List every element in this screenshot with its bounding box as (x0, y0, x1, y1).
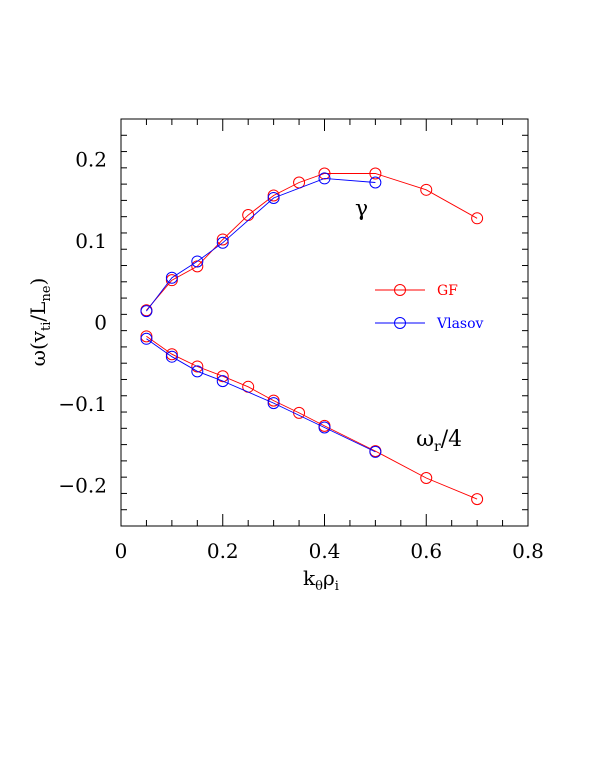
axis-ticks (120, 118, 529, 527)
data-point (471, 212, 484, 225)
x-tick-label: 0.4 (309, 539, 341, 563)
data-point (267, 397, 280, 410)
annotation-omega-r: ωr/4 (416, 427, 462, 455)
series-line (146, 173, 478, 311)
legend-marker (394, 284, 406, 296)
series-line (146, 338, 376, 453)
data-point (420, 183, 433, 196)
data-point (140, 330, 153, 343)
series-vlasov (140, 172, 382, 318)
series-gf (140, 330, 484, 506)
data-point (165, 348, 178, 361)
data-point (318, 421, 331, 434)
legend-label: Vlasov (436, 316, 484, 332)
x-tick-label: 0 (115, 539, 128, 563)
y-tick-label: 0.1 (75, 229, 107, 253)
data-point (165, 350, 178, 363)
y-tick-label: −0.2 (58, 473, 107, 497)
data-point (216, 233, 229, 246)
data-point (165, 271, 178, 284)
axis-tick-labels: 0 0.2 0.4 0.6 0.8 −0.2 −0.1 0 0.1 0.2 (58, 148, 543, 563)
data-point (420, 471, 433, 484)
data-point (369, 167, 382, 180)
data-point (267, 191, 280, 204)
y-tick-label: 0.2 (75, 148, 107, 172)
data-point (318, 172, 331, 185)
legend-item-vlasov: Vlasov (375, 316, 484, 332)
x-tick-label: 0.2 (207, 539, 239, 563)
data-point (165, 274, 178, 287)
legend-label: GF (437, 283, 458, 299)
x-tick-label: 0.8 (512, 539, 544, 563)
series-gf (140, 167, 484, 317)
y-tick-label: −0.1 (58, 392, 107, 416)
x-axis-title: kθρi (303, 566, 339, 594)
data-point (471, 493, 484, 506)
data-point (216, 236, 229, 249)
y-axis-title: ω(vti/Lne) (26, 278, 54, 367)
data-point (140, 332, 153, 345)
data-point (216, 375, 229, 388)
data-point (191, 360, 204, 373)
data-point (191, 365, 204, 378)
legend-item-gf: GF (375, 283, 458, 299)
x-tick-label: 0.6 (410, 539, 442, 563)
data-point (369, 176, 382, 189)
series-vlasov (140, 332, 382, 458)
legend-marker (394, 317, 406, 329)
legend: GF Vlasov (375, 283, 484, 332)
annotation-gamma: γ (355, 197, 368, 222)
data-point (216, 370, 229, 383)
data-point (318, 167, 331, 180)
series-line (146, 177, 376, 312)
data-point (140, 305, 153, 318)
data-series (140, 167, 484, 506)
data-point (191, 255, 204, 268)
y-tick-label: 0 (94, 311, 107, 335)
data-point (369, 445, 382, 458)
series-line (146, 335, 478, 500)
